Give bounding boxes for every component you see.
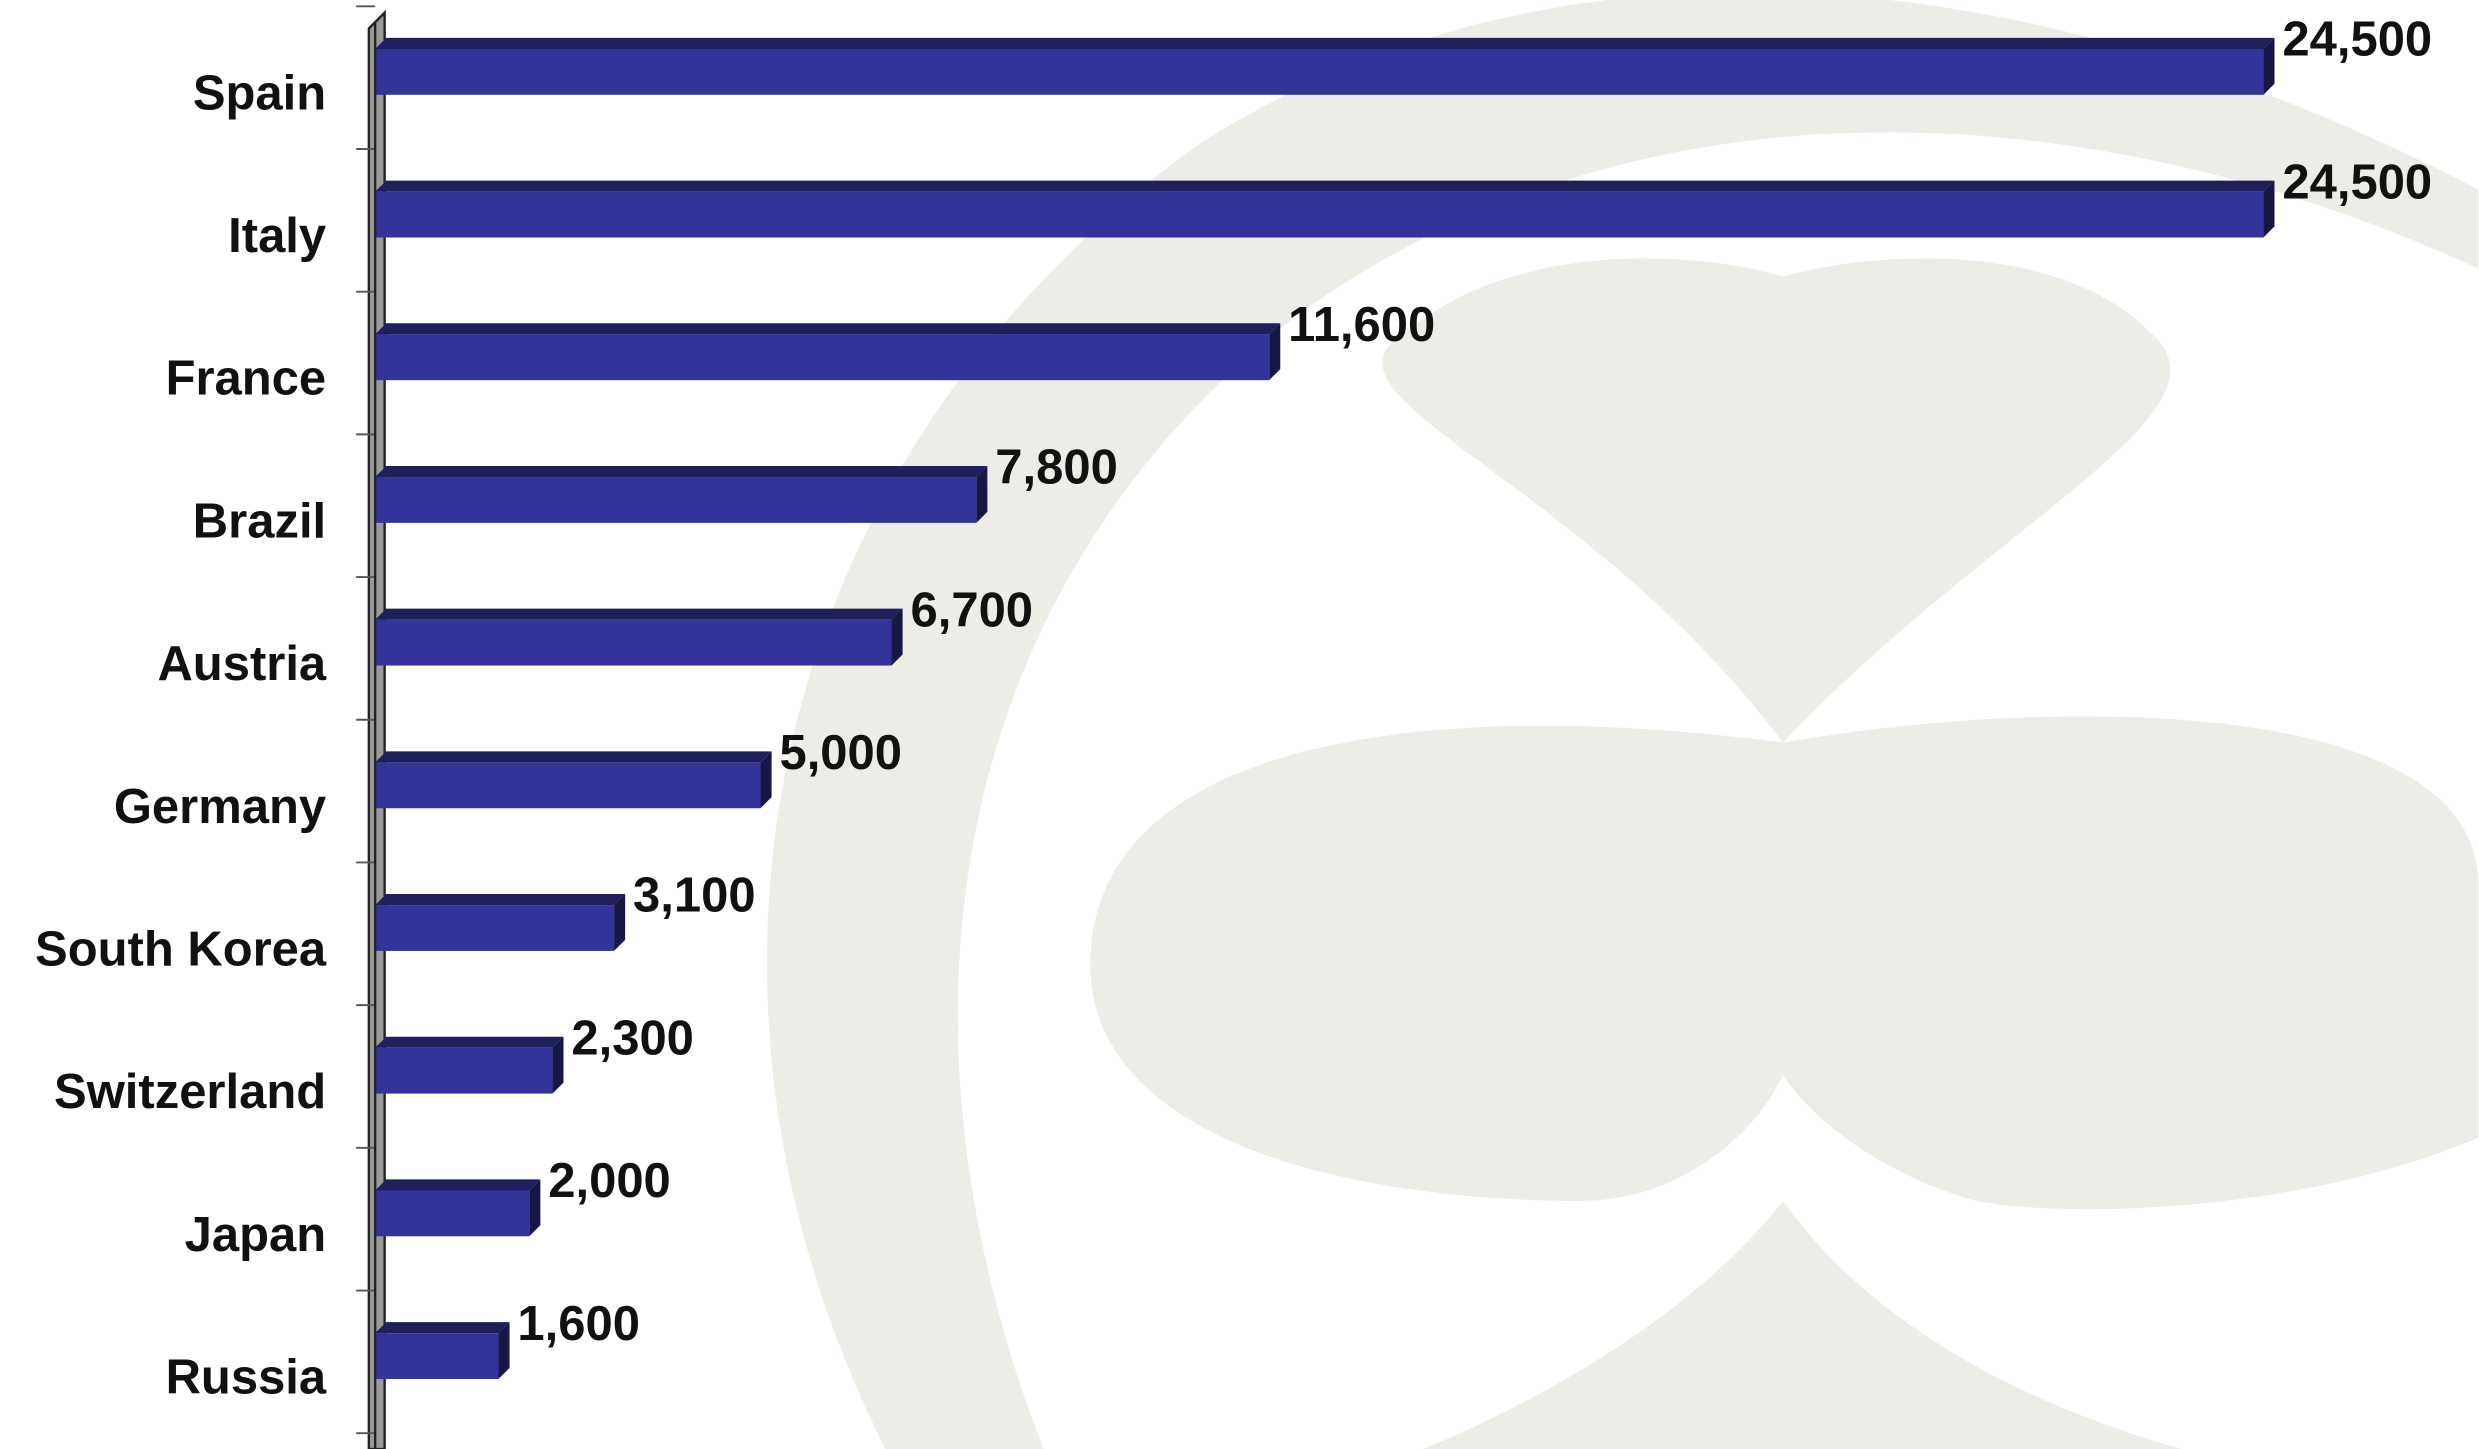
y-tick-label: Switzerland: [54, 1065, 326, 1119]
bar-top: [375, 465, 988, 478]
y-tick-label: Germany: [114, 780, 326, 834]
y-tick-label: Spain: [193, 66, 326, 120]
y-tick-label: France: [166, 352, 327, 406]
bar: [375, 894, 626, 951]
bar-side: [760, 751, 772, 809]
y-tick-label: Austria: [157, 637, 326, 691]
bar: [375, 323, 1281, 381]
bar-side: [529, 1179, 541, 1237]
bar-front: [375, 334, 1270, 381]
bar-top: [375, 323, 1281, 335]
data-label: 24,500: [2282, 13, 2432, 67]
bar-top: [375, 894, 626, 906]
bar-side: [891, 608, 903, 666]
bar-top: [375, 1179, 541, 1191]
bar-top: [375, 751, 772, 763]
y-tick-label: Japan: [185, 1208, 327, 1262]
y-tick-label: Italy: [228, 209, 326, 263]
bar-side: [498, 1322, 510, 1379]
bar-front: [375, 1190, 530, 1237]
bar-top: [375, 37, 2275, 49]
data-label: 2,000: [548, 1154, 671, 1208]
bar: [375, 1179, 541, 1237]
bar-front: [375, 619, 892, 666]
bar-top: [375, 180, 2275, 192]
data-label: 6,700: [911, 583, 1034, 637]
bar-top: [375, 1036, 564, 1048]
bar-front: [375, 48, 2264, 95]
bar: [375, 1036, 564, 1094]
y-tick-label: South Korea: [35, 922, 327, 976]
bar-side: [552, 1036, 564, 1094]
bar-side: [614, 894, 626, 951]
data-label: 5,000: [779, 726, 902, 780]
bar-side: [976, 465, 988, 523]
bar: [375, 1322, 510, 1379]
bar-side: [2263, 37, 2275, 95]
bar-side: [1269, 323, 1281, 381]
bar: [375, 608, 903, 666]
bar-top: [375, 1322, 510, 1334]
bar-side: [2263, 180, 2275, 238]
bar-front: [375, 1047, 553, 1094]
bar-front: [375, 1333, 499, 1379]
data-label: 24,500: [2282, 155, 2432, 209]
bar-front: [375, 477, 977, 523]
bar-front: [375, 191, 2264, 238]
data-label: 1,600: [517, 1297, 640, 1351]
bar: [375, 751, 772, 809]
data-label: 11,600: [1288, 298, 1435, 352]
data-label: 2,300: [571, 1011, 694, 1065]
data-label: 3,100: [633, 869, 756, 923]
data-label: 7,800: [995, 441, 1118, 495]
y-tick-label: Brazil: [193, 494, 326, 548]
bar-front: [375, 905, 615, 951]
bar-front: [375, 762, 761, 809]
y-tick-label: Russia: [166, 1351, 327, 1405]
bar-top: [375, 608, 903, 620]
bar: [375, 180, 2275, 238]
bar: [375, 465, 988, 523]
bar: [375, 37, 2275, 95]
